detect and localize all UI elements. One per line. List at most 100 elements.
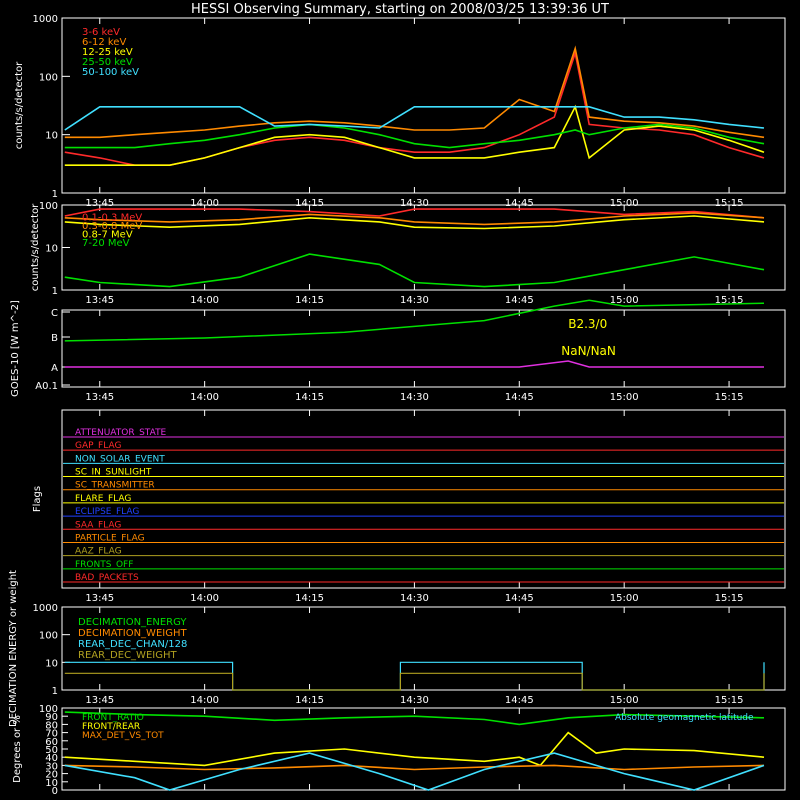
y-tick-label: 90 <box>45 712 58 723</box>
time-tick-label: 15:15 <box>715 593 744 604</box>
y-tick-label: 10 <box>45 244 58 255</box>
y-tick-label: A <box>51 363 58 374</box>
y-tick-label: 1 <box>52 189 58 200</box>
legend-entry: 25-50 keV <box>82 57 133 68</box>
y-tick-label: 100 <box>39 704 58 715</box>
legend-entry: DECIMATION_ENERGY <box>78 617 187 628</box>
orbit-series-line <box>64 711 765 726</box>
time-tick-label: 14:30 <box>400 295 429 306</box>
flag-label: GAP_FLAG <box>75 441 121 451</box>
time-tick-label: 14:00 <box>190 392 219 403</box>
y-tick-label: 100 <box>39 201 58 212</box>
legend-entry: REAR_DEC_WEIGHT <box>78 650 177 661</box>
series-line-3-6-kev <box>64 49 765 166</box>
flag-label: ATTENUATOR_STATE <box>75 428 167 438</box>
time-tick-label: 14:45 <box>505 392 534 403</box>
time-tick-label: 15:15 <box>715 295 744 306</box>
time-tick-label: 15:15 <box>715 695 744 706</box>
y-axis-label: DECIMATION ENERGY or weight <box>8 570 19 727</box>
legend-entry: 7-20 MeV <box>82 238 130 249</box>
panel-frame-2 <box>61 309 786 388</box>
time-tick-label: 15:15 <box>715 198 744 209</box>
flag-label: PARTICLE_FLAG <box>75 533 145 543</box>
legend-entry: FRONT/REAR <box>82 722 140 732</box>
flag-label: SC_IN_SUNLIGHT <box>75 468 152 478</box>
y-tick-label: 1000 <box>33 14 58 25</box>
time-tick-label: 15:15 <box>715 392 744 403</box>
y-tick-label: 10 <box>45 131 58 142</box>
time-tick-label: 13:45 <box>85 593 114 604</box>
legend-entry: 0.1-0.3 MeV <box>82 213 142 224</box>
legend-entry: DECIMATION_WEIGHT <box>78 628 187 639</box>
goes-series-line <box>64 299 765 342</box>
time-tick-label: 13:45 <box>85 392 114 403</box>
y-tick-label: A0.1 <box>35 381 58 392</box>
legend-entry: 6-12 keV <box>82 37 126 48</box>
flag-label: NON_SOLAR_EVENT <box>75 454 165 464</box>
time-tick-label: 14:15 <box>295 295 324 306</box>
time-tick-label: 15:00 <box>610 392 639 403</box>
y-tick-label: B <box>51 333 58 344</box>
legend-entry: MAX_DET_VS_TOT <box>82 731 164 741</box>
y-tick-label: 0 <box>52 786 58 797</box>
panels-layer: 13:45 14:00 14:15 14:30 14:45 15:00 15:15 count… <box>8 14 786 797</box>
time-tick-label: 14:00 <box>190 593 219 604</box>
time-tick-label: 15:00 <box>610 695 639 706</box>
series-line-6-12-kev <box>64 45 765 139</box>
legend-entry: REAR_DEC_CHAN/128 <box>78 639 187 650</box>
goes-series-line <box>64 360 764 368</box>
time-tick-label: 14:15 <box>295 392 324 403</box>
time-tick-label: 14:00 <box>190 295 219 306</box>
time-tick-label: 14:00 <box>190 198 219 209</box>
time-tick-label: 13:45 <box>85 295 114 306</box>
goes-annotation: NaN/NaN <box>561 344 616 358</box>
time-tick-label: 14:30 <box>400 198 429 209</box>
series-line-0-8-7-mev <box>64 215 765 230</box>
time-tick-label: 14:30 <box>400 593 429 604</box>
panel-frame-3 <box>61 409 786 589</box>
y-tick-label: 40 <box>45 753 58 764</box>
legend-entry: Absolute geomagnetic latitude <box>615 713 754 723</box>
time-tick-label: 15:00 <box>610 295 639 306</box>
y-tick-label: 30 <box>45 761 58 772</box>
flag-label: SAA_FLAG <box>75 520 121 530</box>
series-line-50-100-kev <box>64 106 765 131</box>
y-tick-label: 80 <box>45 720 58 731</box>
legend-entry: 50-100 keV <box>82 67 139 78</box>
y-tick-label: 1 <box>52 286 58 297</box>
flag-label: AAZ_FLAG <box>75 547 122 557</box>
orbit-series-line <box>64 764 765 771</box>
panel-frame-0 <box>61 17 786 194</box>
time-tick-label: 14:45 <box>505 198 534 209</box>
y-axis-label: counts/s/detector <box>14 61 25 149</box>
time-tick-label: 15:00 <box>610 593 639 604</box>
series-line-0-3-0-8-mev <box>64 212 765 226</box>
y-axis-label: Flags <box>32 486 43 512</box>
time-tick-label: 14:30 <box>400 695 429 706</box>
y-tick-label: C <box>51 308 58 319</box>
flag-label: BAD_PACKETS <box>75 573 139 583</box>
y-tick-label: 1 <box>52 686 58 697</box>
panel-frame-4 <box>61 606 786 691</box>
y-tick-label: 50 <box>45 745 58 756</box>
time-tick-label: 13:45 <box>85 198 114 209</box>
time-tick-label: 14:15 <box>295 198 324 209</box>
plot-title: HESSI Observing Summary, starting on 200… <box>191 2 609 17</box>
series-line-0-1-0-3-mev <box>64 208 765 219</box>
time-tick-label: 14:45 <box>505 593 534 604</box>
y-axis-label: counts/s/detector <box>30 203 41 291</box>
goes-annotation: B2.3/0 <box>568 317 607 331</box>
series-line-25-50-kev <box>64 123 765 149</box>
time-tick-label: 14:15 <box>295 695 324 706</box>
legend-entry: FRONT_RATIO <box>82 713 144 723</box>
y-tick-label: 10 <box>45 778 58 789</box>
time-tick-label: 15:00 <box>610 198 639 209</box>
series-line-12-25-kev <box>64 104 765 166</box>
time-tick-label: 13:45 <box>85 695 114 706</box>
y-tick-label: 100 <box>39 72 58 83</box>
y-tick-label: 10 <box>45 658 58 669</box>
series-line-7-20-mev <box>64 253 765 288</box>
flag-label: ECLIPSE_FLAG <box>75 507 139 517</box>
decimation-series-line <box>64 672 765 691</box>
